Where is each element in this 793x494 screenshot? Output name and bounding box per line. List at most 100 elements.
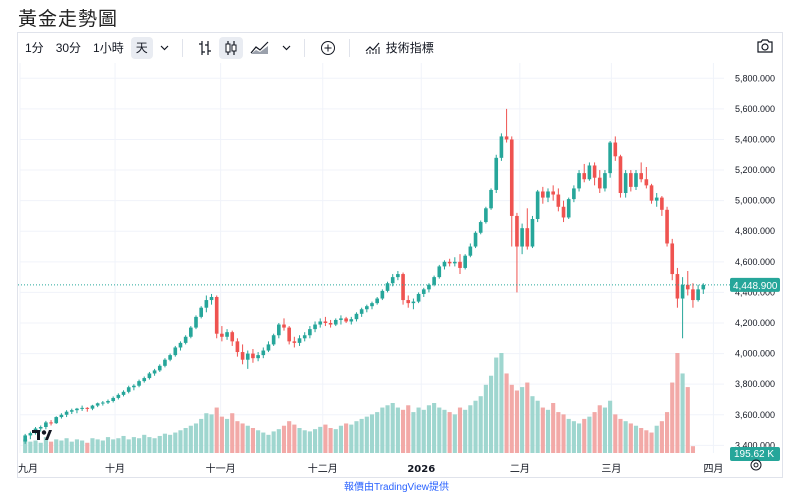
footer-credit-link[interactable]: 報價由TradingView提供 bbox=[343, 482, 450, 493]
candle-body bbox=[411, 301, 416, 304]
candle bbox=[220, 326, 224, 342]
candle-body bbox=[256, 355, 260, 359]
volume-bar bbox=[105, 437, 111, 453]
interval-1d-button[interactable]: 天 bbox=[130, 37, 153, 59]
volume-bar bbox=[204, 413, 209, 453]
volume-bar bbox=[261, 432, 266, 453]
candle-body bbox=[660, 197, 664, 210]
candle bbox=[396, 271, 400, 281]
candle bbox=[64, 410, 69, 418]
volume-bar bbox=[514, 390, 520, 453]
candle bbox=[271, 333, 276, 346]
candlestick-chart-type-icon[interactable] bbox=[218, 37, 243, 59]
candle-body bbox=[38, 427, 43, 429]
chevron-down-icon[interactable] bbox=[277, 37, 296, 59]
candle bbox=[204, 295, 209, 313]
candle bbox=[266, 341, 271, 353]
candle-body bbox=[292, 341, 297, 343]
candle-body bbox=[277, 324, 281, 336]
time-axis-settings-icon[interactable] bbox=[750, 459, 762, 471]
volume-bar bbox=[400, 409, 406, 453]
candle-body bbox=[85, 407, 90, 409]
candle-body bbox=[178, 342, 183, 348]
candle bbox=[354, 312, 359, 322]
candle-body bbox=[654, 197, 659, 201]
candle bbox=[261, 347, 266, 359]
price-tick-label: 4,400.000 bbox=[735, 287, 775, 297]
volume-bar bbox=[587, 416, 592, 453]
candle-body bbox=[463, 255, 467, 268]
volume-bar bbox=[302, 430, 307, 453]
candle-body bbox=[28, 433, 33, 436]
candle-body bbox=[453, 261, 457, 264]
candle-body bbox=[675, 274, 680, 299]
price-axis[interactable]: 5,800.000 5,600.000 5,400.000 5,200.000 5,00… bbox=[735, 73, 775, 450]
volume-bar bbox=[349, 424, 354, 453]
candle bbox=[561, 200, 566, 223]
volume-bar bbox=[59, 440, 64, 453]
volume-bar bbox=[442, 409, 447, 453]
bar-chart-type-icon[interactable] bbox=[193, 37, 217, 59]
candle-body bbox=[271, 335, 276, 345]
candle-body bbox=[587, 165, 592, 180]
candle bbox=[675, 267, 680, 308]
time-axis[interactable]: 九月 十月 十一月 十二月 2026 二月 三月 四月 bbox=[18, 462, 723, 475]
volume-bar bbox=[499, 353, 504, 453]
area-chart-type-icon[interactable] bbox=[245, 37, 275, 59]
candle-body bbox=[344, 318, 348, 322]
interval-30m-button[interactable]: 30分 bbox=[55, 41, 82, 55]
volume-bar bbox=[90, 438, 95, 453]
candle-body bbox=[261, 350, 266, 356]
candle bbox=[582, 163, 587, 183]
tradingview-logo[interactable] bbox=[32, 430, 52, 440]
candle-body bbox=[592, 165, 597, 178]
candle bbox=[235, 338, 240, 357]
candle bbox=[385, 281, 390, 293]
volume-bar bbox=[344, 423, 349, 453]
candle bbox=[95, 402, 100, 408]
candle-body bbox=[629, 173, 633, 187]
volume-bar bbox=[111, 439, 116, 453]
camera-icon[interactable] bbox=[756, 38, 774, 54]
chevron-down-icon[interactable] bbox=[155, 37, 174, 59]
candle bbox=[245, 350, 250, 369]
candle-body bbox=[468, 246, 473, 256]
indicators-button[interactable]: 技術指標 bbox=[360, 37, 439, 59]
interval-1h-button[interactable]: 1小時 bbox=[93, 41, 124, 55]
compare-add-icon[interactable] bbox=[315, 37, 341, 59]
candle bbox=[225, 329, 229, 340]
volume-bar bbox=[395, 407, 400, 453]
price-tick-label: 3,600.000 bbox=[735, 410, 775, 420]
interval-1m-button[interactable]: 1分 bbox=[25, 41, 44, 55]
volume-bar bbox=[199, 418, 204, 453]
volume-bar bbox=[452, 414, 457, 453]
volume-bar bbox=[250, 428, 256, 453]
price-chart[interactable]: 5,800.000 5,600.000 5,400.000 5,200.000 5,00… bbox=[18, 63, 782, 477]
candle-body bbox=[644, 179, 649, 186]
candle-body bbox=[618, 156, 623, 193]
volume-bar bbox=[48, 441, 54, 453]
candle-body bbox=[572, 188, 576, 200]
volume-bar bbox=[43, 437, 48, 453]
candle bbox=[80, 405, 84, 411]
candle bbox=[28, 431, 33, 440]
candle bbox=[680, 277, 685, 339]
volume-bar bbox=[375, 412, 380, 453]
candle bbox=[416, 292, 421, 304]
candle-body bbox=[685, 284, 690, 290]
candle bbox=[163, 358, 167, 368]
volume-bar bbox=[235, 421, 240, 453]
candle-body bbox=[157, 365, 162, 371]
volume-bar bbox=[468, 405, 473, 453]
candle-body bbox=[390, 277, 395, 284]
candle bbox=[478, 220, 483, 235]
candle-body bbox=[106, 401, 110, 403]
volume-bar bbox=[509, 384, 514, 453]
time-tick-label: 十一月 bbox=[206, 462, 236, 475]
candle-body bbox=[121, 391, 126, 395]
volume-bar bbox=[551, 403, 556, 453]
candle bbox=[214, 295, 219, 339]
candle bbox=[183, 335, 188, 345]
volume-bar bbox=[338, 425, 344, 453]
candle-body bbox=[183, 336, 188, 343]
